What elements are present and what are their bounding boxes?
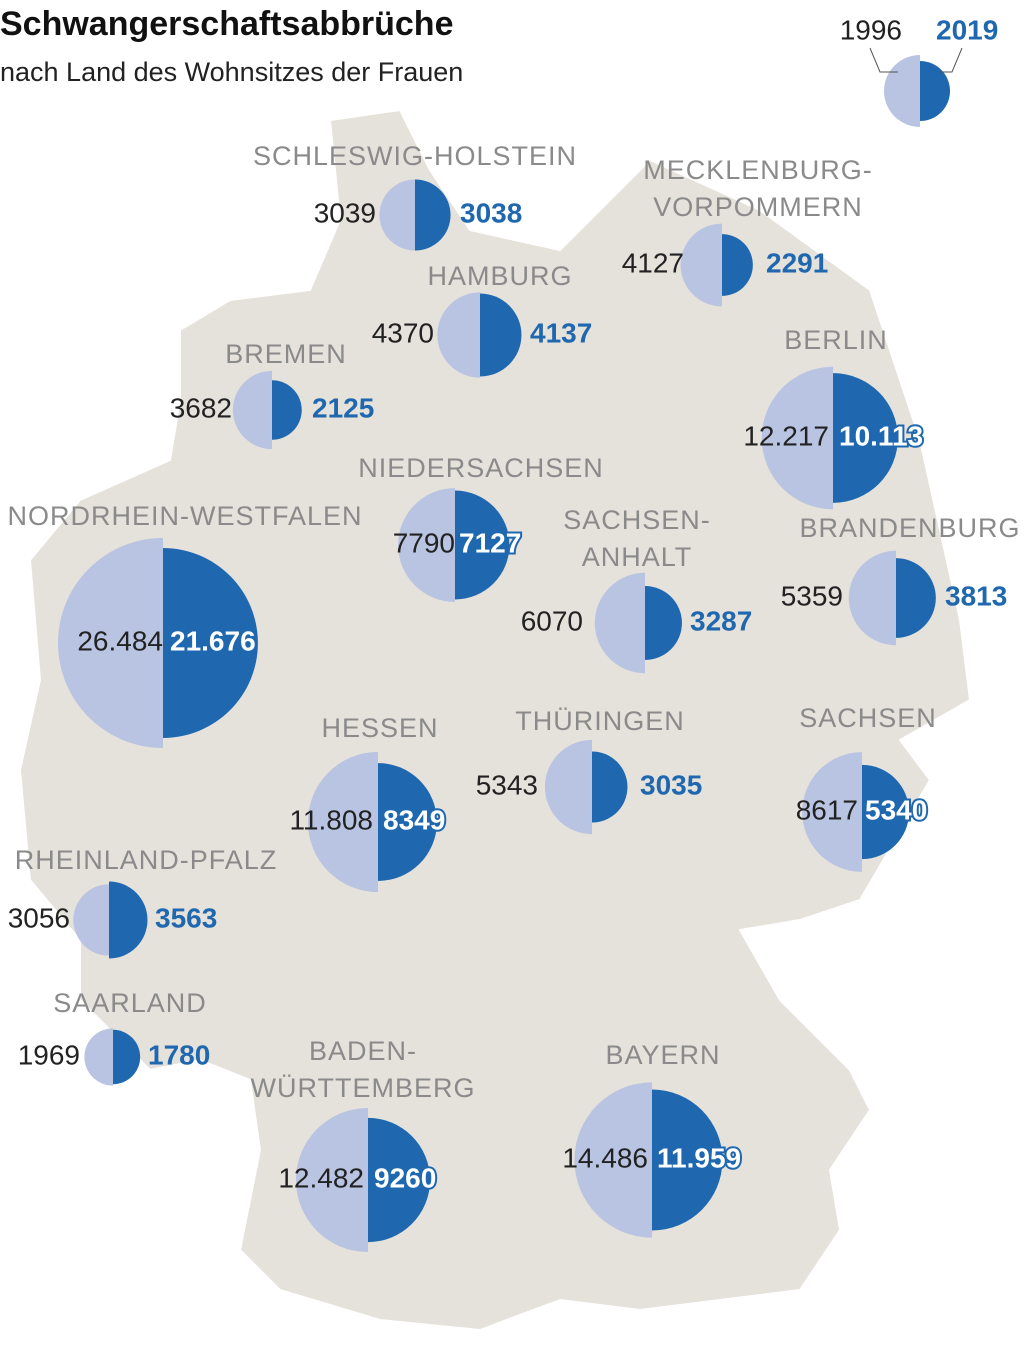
region-name: HAMBURG [427,261,572,291]
half-circle-1996 [398,488,455,602]
half-circle-1996 [295,1107,368,1253]
value-1996: 3039 [314,197,376,228]
half-circle-2019 [109,881,148,959]
half-circle-1996 [848,550,896,646]
value-2019: 3813 [945,580,1007,611]
value-1996: 26.484 [77,625,163,656]
half-circle-1996 [58,538,164,748]
value-2019: 8349 [383,804,445,835]
legend-half-left [884,55,920,127]
value-1996: 4370 [372,317,434,348]
half-circle-1996 [437,292,480,378]
value-1996: 14.486 [562,1142,648,1173]
half-circle-1996 [84,1028,113,1086]
half-circle-1996 [574,1082,652,1238]
region-name: NIEDERSACHSEN [358,453,604,483]
half-circle-2019 [592,751,628,823]
value-2019: 7127 [459,527,521,558]
value-2019: 3287 [690,605,752,636]
value-2019: 1780 [148,1039,210,1070]
value-1996: 1969 [18,1039,80,1070]
legend-connector [940,47,963,73]
region-name: BREMEN [225,339,347,369]
half-circle-2019 [272,380,302,440]
region-name: SCHLESWIG-HOLSTEIN [253,141,577,171]
region-name: SACHSEN- [563,505,711,535]
value-1996: 3056 [8,902,70,933]
value-1996: 12.217 [743,420,829,451]
region-name: BERLIN [784,325,888,355]
region-name: ANHALT [582,542,693,572]
region-name: SACHSEN [799,703,937,733]
legend-year: 1996 [840,14,902,45]
value-1996: 8617 [796,794,858,825]
half-circle-2019 [645,586,682,660]
half-circle-2019 [455,490,510,600]
value-1996: 7790 [393,527,455,558]
legend: 1996 2019 [840,14,998,127]
half-circle-1996 [802,752,862,872]
half-circle-2019 [415,179,451,251]
value-2019: 10.113 [839,420,923,451]
half-circle-2019 [896,558,936,638]
region-name: THÜRINGEN [515,706,685,736]
half-circle-2019 [163,548,258,738]
half-circle-2019 [862,764,910,860]
half-circle-1996 [680,223,722,307]
value-2019: 5340 [865,794,927,825]
region-name: BRANDENBURG [799,513,1020,543]
half-circle-1996 [73,884,109,956]
region-name: MECKLENBURG- [643,155,873,185]
value-1996: 6070 [521,605,583,636]
value-2019: 2125 [312,392,374,423]
value-1996: 11.808 [289,804,373,835]
half-circle-2019 [833,373,898,503]
half-circle-2019 [652,1089,723,1231]
half-circle-2019 [722,234,753,296]
region-name: WÜRTTEMBERG [251,1073,476,1103]
value-2019: 11.959 [657,1142,741,1173]
region-name: HESSEN [321,713,438,743]
legend-half-right [920,61,950,121]
value-2019: 2291 [766,247,828,278]
region-name: SAARLAND [53,988,207,1018]
region-name: BADEN- [309,1036,417,1066]
half-circle-2019 [368,1117,431,1243]
value-1996: 5343 [476,769,538,800]
half-circle-1996 [761,366,833,510]
title: Schwangerschaftsabbrüche [0,5,453,43]
half-circle-2019 [113,1029,141,1085]
region-name: BAYERN [605,1040,720,1070]
region-name: NORDRHEIN-WESTFALEN [7,501,362,531]
half-circle-2019 [480,293,522,377]
half-circle-1996 [379,179,415,251]
value-2019: 3038 [460,197,522,228]
value-2019: 21.676 [170,625,256,656]
value-1996: 4127 [622,247,684,278]
legend-connector [869,47,898,73]
value-1996: 5359 [781,580,843,611]
legend-year: 2019 [936,14,998,45]
value-2019: 3563 [155,902,217,933]
value-2019: 4137 [530,317,592,348]
half-circle-1996 [232,370,272,450]
region-name: VORPOMMERN [653,192,863,222]
region-name: RHEINLAND-PFALZ [15,845,278,875]
half-circle-1996 [307,751,378,893]
subtitle: nach Land des Wohnsitzes der Frauen [0,57,463,87]
value-1996: 12.482 [278,1162,364,1193]
value-2019: 9260 [374,1162,436,1193]
half-circle-1996 [544,739,592,835]
value-1996: 3682 [170,392,232,423]
half-circle-2019 [378,763,437,881]
half-circle-1996 [594,572,645,674]
value-2019: 3035 [640,769,702,800]
